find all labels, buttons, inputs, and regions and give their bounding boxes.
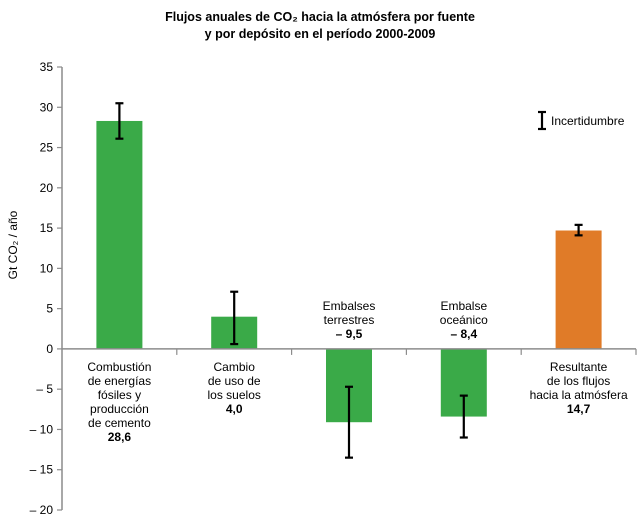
category-label-line: Embalse <box>440 299 487 313</box>
y-tick-label: 5 <box>46 302 53 316</box>
y-tick-label: 0 <box>46 342 53 356</box>
category-label-line: de uso de <box>208 374 261 388</box>
y-tick-label: – 5 <box>36 382 53 396</box>
category-value-label: 28,6 <box>108 430 132 444</box>
x-axis <box>62 348 637 355</box>
y-axis-label: Gt CO₂ / año <box>6 210 20 279</box>
category-label-line: hacia la atmósfera <box>530 388 628 402</box>
category-label-line: producción <box>90 402 149 416</box>
category-value-label: – 9,5 <box>336 327 363 341</box>
category-value-label: 4,0 <box>226 402 243 416</box>
chart-title-line-1: Flujos anuales de CO₂ hacia la atmósfera… <box>165 10 475 24</box>
error-bars <box>115 102 583 459</box>
category-label-line: Resultante <box>550 360 608 374</box>
y-tick-label: 35 <box>40 60 54 74</box>
legend: Incertidumbre <box>538 110 625 131</box>
y-tick-label: 15 <box>40 221 54 235</box>
category-label-line: oceánico <box>440 313 488 327</box>
category-value-label: 14,7 <box>567 402 591 416</box>
y-tick-label: – 15 <box>30 463 54 477</box>
y-tick-label: – 20 <box>30 503 54 516</box>
y-tick-label: 25 <box>40 141 54 155</box>
category-label-line: Combustión <box>87 360 151 374</box>
legend-label: Incertidumbre <box>551 114 625 128</box>
bar <box>555 230 602 349</box>
y-tick-label: 30 <box>40 100 54 114</box>
y-tick-label: – 10 <box>30 422 54 436</box>
bars <box>96 120 602 423</box>
category-label-line: de cemento <box>88 416 151 430</box>
category-label-line: Embalses <box>323 299 376 313</box>
y-axis: 35 30 25 20 15 10 5 0 – 5 – 10 – 15 – 20 <box>30 60 63 516</box>
y-tick-label: 20 <box>40 181 54 195</box>
y-tick-label: 10 <box>40 261 54 275</box>
category-label-line: fósiles y <box>98 388 141 402</box>
category-label-line: de energías <box>88 374 151 388</box>
category-label-line: Cambio <box>214 360 256 374</box>
bar <box>96 120 143 349</box>
category-label-line: terrestres <box>324 313 375 327</box>
category-label-line: los suelos <box>208 388 261 402</box>
chart-title-line-2: y por depósito en el período 2000-2009 <box>205 27 436 41</box>
category-label-line: de los flujos <box>547 374 610 388</box>
category-value-label: – 8,4 <box>450 327 477 341</box>
